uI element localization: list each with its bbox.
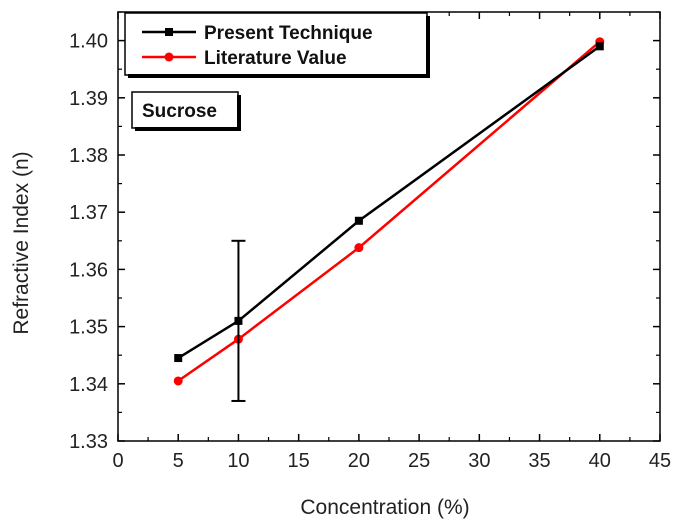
y-axis-title: Refractive Index (n)	[10, 151, 33, 334]
x-tick-label: 5	[173, 450, 184, 472]
legend-label-literature: Literature Value	[204, 48, 347, 69]
legend-box-shadow-side	[426, 16, 430, 78]
legend-marker-present	[165, 28, 173, 36]
series-line-0	[177, 45, 601, 360]
y-tick-label: 1.36	[69, 259, 108, 281]
y-tick-label: 1.39	[69, 88, 108, 110]
y-tick-label: 1.37	[69, 202, 108, 224]
x-axis-title: Concentration (%)	[300, 496, 469, 519]
annotation-box-shadow	[135, 127, 241, 131]
x-tick-label: 15	[288, 450, 310, 472]
x-tick-label: 20	[348, 450, 370, 472]
data-point-1	[173, 376, 183, 386]
x-tick-label: 0	[112, 450, 123, 472]
legend: Present Technique Literature Value	[124, 12, 430, 78]
x-tick-label: 35	[528, 450, 550, 472]
y-tick-label: 1.40	[69, 31, 108, 53]
annotation-box-shadow-side	[237, 95, 241, 131]
series-line-1	[177, 40, 601, 382]
legend-marker-literature	[164, 52, 174, 62]
data-point-0	[174, 354, 183, 363]
x-tick-label: 25	[408, 450, 430, 472]
x-tick-label: 40	[589, 450, 611, 472]
legend-box-shadow	[128, 74, 430, 78]
y-tick-label: 1.38	[69, 145, 108, 167]
x-tick-label: 45	[649, 450, 671, 472]
data-point-1	[354, 243, 364, 253]
annotation: Sucrose	[131, 91, 241, 131]
data-point-0	[595, 42, 604, 51]
axes: 0 5 10 15 20 25 30 35 40 45 1.33 1.34 1.35 1.36 1.37 1.…	[69, 11, 671, 472]
legend-box	[124, 12, 428, 76]
y-tick-label: 1.35	[69, 317, 108, 339]
x-tick-label: 30	[468, 450, 490, 472]
data-point-0	[234, 316, 243, 325]
data-point-0	[354, 216, 363, 225]
y-tick-label: 1.34	[69, 374, 108, 396]
annotation-sucrose: Sucrose	[142, 101, 217, 122]
x-tick-label: 10	[227, 450, 249, 472]
series-layer	[173, 37, 605, 402]
y-tick-label: 1.33	[69, 431, 108, 453]
legend-label-present: Present Technique	[204, 23, 373, 44]
